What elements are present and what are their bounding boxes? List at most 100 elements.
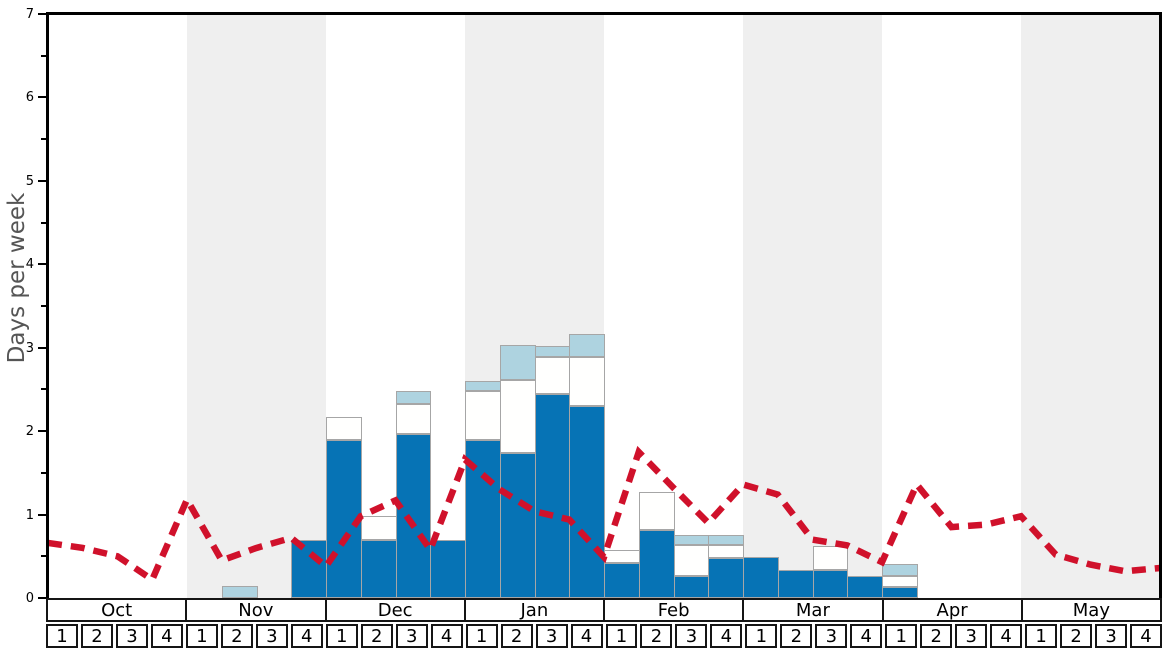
month-label-dec: Dec — [324, 598, 466, 622]
week-label-mar-3: 3 — [815, 624, 848, 648]
month-label-row: Oct Nov Dec Jan Feb Mar Apr May — [46, 598, 1162, 622]
y-tick-label-2: 2 — [25, 424, 34, 440]
y-minor-tick-6.5 — [41, 54, 47, 57]
week-label-dec-2: 2 — [360, 624, 393, 648]
week-label-oct-4: 4 — [150, 624, 183, 648]
week-label-oct-3: 3 — [115, 624, 148, 648]
y-major-tick-1 — [38, 513, 47, 516]
y-minor-tick-1.5 — [41, 471, 47, 474]
bar-segment-light-blue-days-jan-w4 — [569, 333, 605, 357]
week-label-jan-3: 3 — [535, 624, 568, 648]
month-label-may: May — [1020, 598, 1162, 622]
week-label-dec-1: 1 — [325, 624, 358, 648]
bar-segment-dark-blue-days-apr-w1 — [882, 587, 918, 598]
week-label-jan-4: 4 — [570, 624, 603, 648]
week-label-may-1: 1 — [1025, 624, 1058, 648]
trend-line-layer — [47, 445, 1161, 585]
bar-segment-light-blue-days-dec-w3 — [395, 391, 432, 404]
band-may — [1021, 14, 1160, 598]
week-label-mar-1: 1 — [745, 624, 778, 648]
bar-segment-dark-blue-days-feb-w2 — [638, 529, 675, 598]
y-tick-label-1: 1 — [25, 507, 34, 523]
bar-segment-dark-blue-days-feb-w1 — [604, 562, 640, 598]
right-spine — [1159, 12, 1162, 598]
bar-segment-white-days-dec-w3 — [395, 403, 432, 435]
y-tick-label-3: 3 — [25, 340, 34, 356]
bar-segment-dark-blue-days-jan-w4 — [569, 406, 605, 598]
bar-segment-white-days-jan-w3 — [534, 356, 571, 394]
week-label-nov-4: 4 — [290, 624, 323, 648]
band-mar — [743, 14, 882, 598]
top-spine — [46, 12, 1162, 15]
week-label-jan-2: 2 — [500, 624, 533, 648]
y-minor-tick-2.5 — [41, 388, 47, 391]
y-minor-tick-4.5 — [41, 221, 47, 224]
month-label-mar: Mar — [742, 598, 884, 622]
week-label-dec-3: 3 — [395, 624, 428, 648]
bar-segment-white-days-jan-w4 — [569, 356, 605, 407]
week-label-feb-3: 3 — [675, 624, 708, 648]
bar-segment-white-days-mar-w3 — [812, 546, 849, 570]
bar-segment-dark-blue-days-nov-w4 — [291, 539, 327, 598]
bar-segment-light-blue-days-feb-w4 — [708, 534, 744, 546]
week-label-feb-1: 1 — [605, 624, 638, 648]
red-dashed-trend-line — [47, 445, 1161, 585]
bar-segment-dark-blue-days-dec-w3 — [395, 434, 432, 598]
month-label-feb: Feb — [603, 598, 745, 622]
y-tick-label-0: 0 — [25, 591, 34, 606]
left-spine — [46, 12, 49, 598]
month-label-oct: Oct — [46, 598, 188, 622]
bar-segment-white-days-feb-w4 — [708, 545, 744, 558]
month-label-jan: Jan — [463, 598, 605, 622]
y-minor-tick-0.5 — [41, 555, 47, 558]
y-minor-tick-5.5 — [41, 138, 47, 141]
month-label-apr: Apr — [881, 598, 1023, 622]
bar-segment-dark-blue-days-mar-w3 — [812, 569, 849, 598]
bar-segment-white-days-feb-w3 — [673, 545, 710, 577]
month-label-nov: Nov — [185, 598, 327, 622]
week-label-feb-4: 4 — [710, 624, 743, 648]
bar-segment-dark-blue-days-dec-w4 — [430, 539, 466, 598]
week-label-jan-1: 1 — [465, 624, 498, 648]
week-label-dec-4: 4 — [430, 624, 463, 648]
y-tick-label-5: 5 — [25, 173, 34, 189]
week-label-may-3: 3 — [1095, 624, 1128, 648]
bar-segment-light-blue-days-nov-w2 — [221, 586, 258, 598]
bar-segment-dark-blue-days-jan-w3 — [534, 393, 571, 598]
week-label-apr-1: 1 — [885, 624, 918, 648]
y-tick-label-4: 4 — [25, 257, 34, 273]
y-minor-tick-3.5 — [41, 305, 47, 307]
y-major-tick-7 — [38, 13, 47, 15]
bar-segment-dark-blue-days-jan-w2 — [499, 452, 536, 598]
bar-segment-dark-blue-days-mar-w2 — [777, 569, 814, 598]
y-major-tick-3 — [38, 346, 47, 349]
week-label-oct-1: 1 — [46, 624, 78, 648]
week-label-nov-2: 2 — [220, 624, 253, 648]
week-label-apr-2: 2 — [920, 624, 953, 648]
week-label-feb-2: 2 — [640, 624, 673, 648]
week-label-oct-2: 2 — [80, 624, 113, 648]
week-label-apr-4: 4 — [990, 624, 1023, 648]
week-label-may-2: 2 — [1060, 624, 1093, 648]
week-label-may-4: 4 — [1130, 624, 1162, 648]
week-label-mar-2: 2 — [780, 624, 813, 648]
y-major-tick-5 — [38, 179, 47, 182]
y-major-tick-0 — [38, 597, 47, 599]
y-major-tick-4 — [38, 263, 47, 266]
y-major-tick-2 — [38, 430, 47, 433]
bar-segment-light-blue-days-apr-w1 — [882, 563, 918, 577]
bar-segment-white-days-jan-w2 — [499, 380, 536, 453]
week-label-nov-3: 3 — [255, 624, 288, 648]
y-tick-label-6: 6 — [25, 90, 34, 106]
y-tick-label-7: 7 — [25, 7, 34, 22]
week-label-apr-3: 3 — [955, 624, 988, 648]
week-label-mar-4: 4 — [850, 624, 883, 648]
bar-segment-white-days-feb-w2 — [638, 492, 675, 530]
week-label-nov-1: 1 — [185, 624, 218, 648]
band-nov — [187, 14, 326, 598]
plot-area — [47, 14, 1161, 598]
bar-segment-white-days-dec-w1 — [326, 416, 362, 441]
y-axis-title: Days per week — [4, 192, 30, 364]
